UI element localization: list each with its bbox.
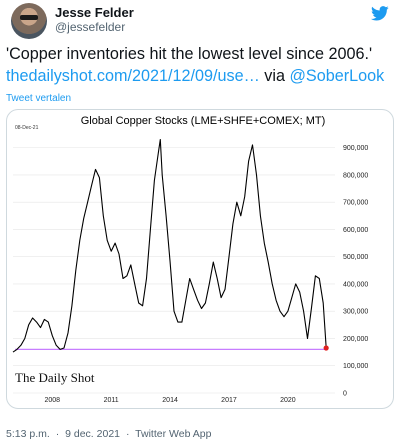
y-tick-label: 300,000 xyxy=(343,309,368,316)
y-tick-label: 500,000 xyxy=(343,254,368,261)
x-tick-label: 2017 xyxy=(221,397,237,404)
tweet-time[interactable]: 5:13 p.m. xyxy=(6,428,50,440)
y-tick-label: 900,000 xyxy=(343,145,368,152)
y-tick-label: 0 xyxy=(343,391,347,398)
tweet-text: 'Copper inventories hit the lowest level… xyxy=(6,43,396,87)
x-tick-label: 2008 xyxy=(44,397,60,404)
author-name[interactable]: Jesse Felder xyxy=(55,5,134,20)
chart-image[interactable]: Global Copper Stocks (LME+SHFE+COMEX; MT… xyxy=(6,109,394,409)
chart-title: Global Copper Stocks (LME+SHFE+COMEX; MT… xyxy=(81,115,326,127)
y-tick-label: 100,000 xyxy=(343,363,368,370)
avatar[interactable] xyxy=(11,3,47,39)
tweet-footer: 5:13 p.m. · 9 dec. 2021 · Twitter Web Ap… xyxy=(6,428,214,440)
y-tick-label: 700,000 xyxy=(343,200,368,207)
twitter-bird-icon[interactable] xyxy=(371,6,389,21)
glasses-shape xyxy=(20,15,38,20)
tweet-date[interactable]: 9 dec. 2021 xyxy=(65,428,121,440)
chart-date-stamp: 08-Dec-21 xyxy=(15,125,39,131)
author-handle[interactable]: @jessefelder xyxy=(55,20,126,34)
y-tick-label: 200,000 xyxy=(343,336,368,343)
end-marker xyxy=(323,345,329,351)
daily-shot-watermark: The Daily Shot xyxy=(15,370,95,385)
y-tick-label: 600,000 xyxy=(343,227,368,234)
x-tick-label: 2014 xyxy=(162,397,178,404)
tweet-link[interactable]: thedailyshot.com/2021/12/09/use… xyxy=(6,67,260,85)
via-word: via xyxy=(264,67,285,85)
footer-separator-1: · xyxy=(55,428,60,440)
x-tick-label: 2020 xyxy=(280,397,296,404)
x-tick-label: 2011 xyxy=(104,397,119,404)
y-tick-label: 800,000 xyxy=(343,172,368,179)
tweet-source[interactable]: Twitter Web App xyxy=(135,428,212,440)
footer-separator-2: · xyxy=(125,428,130,440)
mention-link[interactable]: @SoberLook xyxy=(289,67,385,85)
tweet-quote: 'Copper inventories hit the lowest level… xyxy=(6,45,373,63)
copper-stocks-chart: Global Copper Stocks (LME+SHFE+COMEX; MT… xyxy=(12,115,368,404)
translate-link[interactable]: Tweet vertalen xyxy=(6,93,72,104)
series-line xyxy=(12,138,327,353)
y-tick-label: 400,000 xyxy=(343,281,368,288)
